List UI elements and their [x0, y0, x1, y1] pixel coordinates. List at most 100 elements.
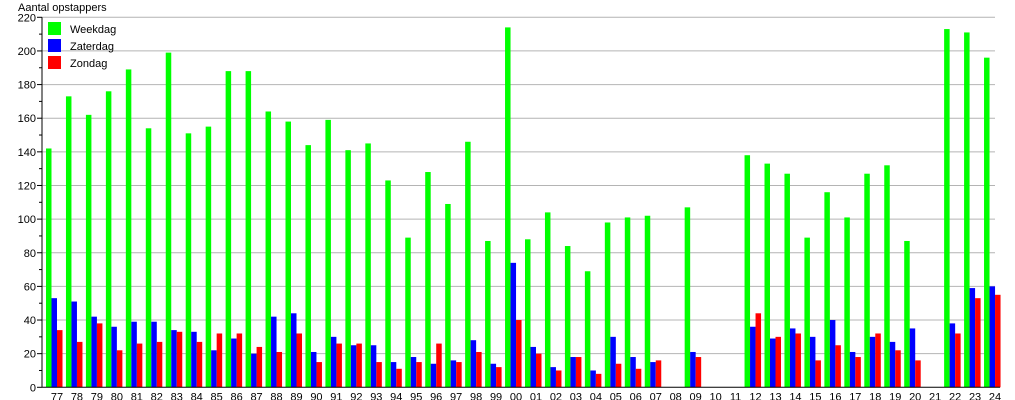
bar-weekdag-89 — [285, 121, 291, 388]
legend: Weekdag Zaterdag Zondag — [48, 22, 116, 70]
y-tick-label: 180 — [18, 80, 36, 92]
bar-zondag-15 — [815, 360, 821, 388]
bar-zondag-00 — [516, 320, 522, 388]
bars — [46, 27, 1001, 388]
bar-zaterdag-79 — [91, 316, 97, 388]
bar-weekdag-13 — [764, 163, 770, 388]
bar-zondag-83 — [176, 331, 183, 388]
bar-weekdag-07 — [644, 215, 651, 388]
x-tick-label: 92 — [350, 391, 362, 400]
x-tick-label: 78 — [71, 391, 83, 400]
bar-zaterdag-24 — [989, 286, 996, 388]
bar-weekdag-19 — [884, 165, 890, 388]
x-tick-label: 02 — [550, 391, 562, 400]
bar-weekdag-12 — [744, 155, 751, 388]
bar-weekdag-94 — [385, 180, 391, 388]
bar-zaterdag-22 — [949, 323, 956, 388]
bar-zaterdag-14 — [789, 328, 796, 388]
bar-weekdag-81 — [125, 69, 132, 388]
bar-zaterdag-12 — [750, 326, 756, 388]
x-tick-label: 80 — [111, 391, 123, 400]
bar-zondag-09 — [695, 357, 702, 388]
bar-zaterdag-03 — [570, 357, 576, 388]
bar-weekdag-98 — [465, 141, 471, 388]
x-tick-label: 00 — [510, 391, 522, 400]
bar-zondag-12 — [755, 313, 762, 388]
bar-weekdag-09 — [684, 207, 691, 388]
y-tick-label: 80 — [24, 248, 36, 260]
bar-zaterdag-16 — [829, 320, 836, 388]
bar-zondag-17 — [855, 357, 861, 388]
x-tick-label: 08 — [670, 391, 682, 400]
x-tick-label: 79 — [91, 391, 103, 400]
bar-zaterdag-85 — [211, 350, 217, 388]
x-tick-label: 81 — [131, 391, 143, 400]
x-tick-label: 07 — [650, 391, 662, 400]
bar-weekdag-06 — [624, 217, 631, 388]
y-tick-label: 160 — [18, 113, 36, 125]
bar-zaterdag-23 — [969, 288, 976, 388]
y-axis-label: Aantal opstappers — [18, 2, 107, 14]
bar-weekdag-02 — [544, 212, 551, 388]
bar-zondag-22 — [955, 333, 961, 388]
bar-zondag-84 — [196, 341, 203, 388]
bar-zaterdag-98 — [470, 340, 477, 388]
bar-zaterdag-81 — [131, 321, 137, 388]
bar-weekdag-82 — [145, 128, 152, 388]
y-tick-label: 200 — [18, 46, 36, 58]
bar-zaterdag-99 — [490, 363, 497, 388]
x-tick-label: 83 — [171, 391, 183, 400]
bar-weekdag-91 — [325, 119, 331, 388]
bar-zondag-85 — [216, 333, 223, 388]
bar-weekdag-14 — [784, 173, 790, 388]
bar-weekdag-99 — [485, 240, 491, 388]
x-tick-label: 99 — [490, 391, 502, 400]
bar-weekdag-93 — [365, 143, 371, 388]
x-tick-label: 15 — [809, 391, 821, 400]
bar-zondag-78 — [76, 341, 83, 388]
legend-swatch-zondag — [48, 56, 61, 69]
bar-weekdag-92 — [345, 150, 351, 388]
bar-weekdag-77 — [46, 148, 52, 388]
bar-weekdag-24 — [984, 57, 990, 388]
bar-zaterdag-19 — [889, 341, 896, 388]
x-tick-label: 98 — [470, 391, 482, 400]
bar-weekdag-95 — [405, 237, 411, 388]
legend-label-zondag: Zondag — [70, 58, 107, 70]
bar-zondag-06 — [635, 368, 642, 388]
x-tick-label: 86 — [230, 391, 242, 400]
x-tick-label: 01 — [530, 391, 542, 400]
x-tick-label: 10 — [709, 391, 721, 400]
bar-zaterdag-83 — [171, 330, 177, 388]
legend-swatch-weekdag — [48, 22, 61, 35]
bar-zaterdag-87 — [251, 353, 257, 388]
bar-zondag-92 — [356, 343, 362, 388]
bar-zondag-20 — [915, 360, 921, 388]
x-tick-label: 94 — [390, 391, 402, 400]
x-tick-label: 13 — [769, 391, 781, 400]
x-tick-label: 18 — [869, 391, 881, 400]
x-tick-label: 05 — [610, 391, 622, 400]
bar-zaterdag-95 — [410, 357, 417, 388]
bar-zondag-98 — [476, 351, 482, 388]
bar-weekdag-22 — [944, 29, 950, 388]
x-tick-label: 23 — [969, 391, 981, 400]
bar-zaterdag-84 — [191, 331, 197, 388]
bar-zaterdag-93 — [370, 345, 377, 388]
y-tick-label: 140 — [18, 147, 36, 159]
bar-zaterdag-97 — [450, 360, 457, 388]
bar-zaterdag-90 — [310, 351, 317, 388]
bar-weekdag-01 — [525, 239, 531, 388]
bar-zondag-87 — [256, 346, 263, 388]
y-tick-label: 0 — [30, 382, 36, 394]
bar-zaterdag-05 — [610, 336, 616, 388]
bar-zaterdag-09 — [690, 351, 696, 388]
bar-weekdag-04 — [584, 271, 591, 388]
bar-zondag-07 — [655, 360, 662, 388]
x-tick-label: 91 — [330, 391, 342, 400]
x-tick-label: 24 — [989, 391, 1001, 400]
bar-zondag-97 — [456, 362, 462, 388]
x-tick-label: 17 — [849, 391, 861, 400]
